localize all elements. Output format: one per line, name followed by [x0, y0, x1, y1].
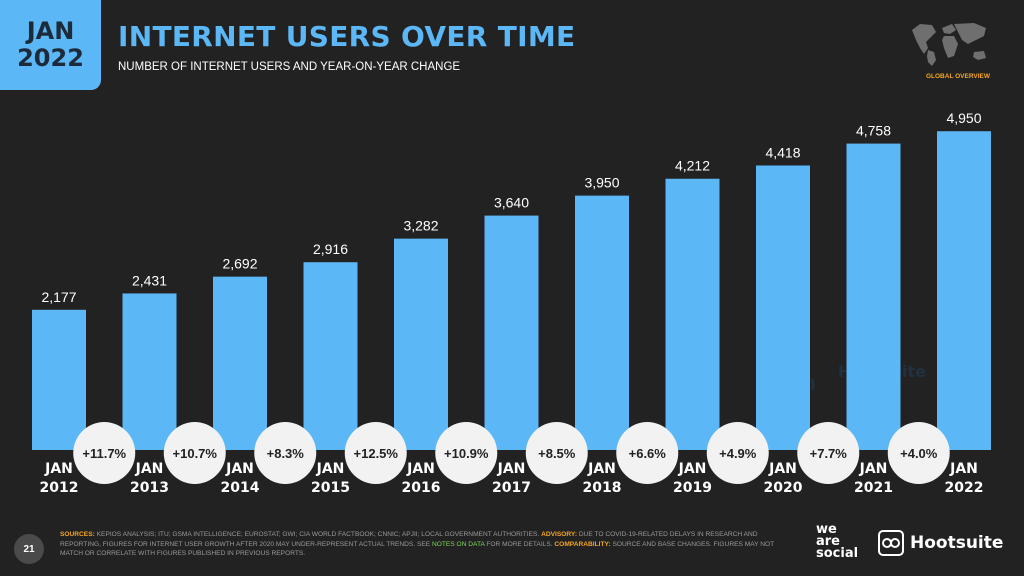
bar: [756, 165, 810, 450]
bar: [484, 215, 539, 450]
bar: [575, 195, 629, 450]
yoy-change-label: +11.7%: [82, 446, 126, 461]
x-tick-label-month: JAN: [587, 461, 616, 477]
x-tick-label-year: 2016: [402, 480, 441, 496]
yoy-change-badge: [887, 422, 950, 484]
yoy-change-label: +8.5%: [538, 446, 576, 461]
x-tick-label-month: JAN: [406, 461, 435, 477]
we-are-social-logo: we are social: [816, 522, 859, 561]
bar: [32, 309, 86, 450]
footer-notes: SOURCES: KEPIOS ANALYSIS; ITU; GSMA INTE…: [60, 530, 780, 559]
x-tick-label-month: JAN: [497, 461, 526, 477]
logo-are: are: [816, 534, 841, 549]
bar-value-label: 2,916: [313, 241, 348, 257]
bar-value-label: 3,640: [494, 195, 529, 211]
x-tick-label-year: 2022: [945, 480, 984, 496]
bar-chart: 2,177 JAN 2012 2,431 JAN 2013 2,692 JAN 2014 2,91…: [32, 110, 991, 496]
x-tick-label-month: JAN: [316, 461, 345, 477]
yoy-change-badge: [254, 422, 317, 484]
bar-value-label: 4,758: [856, 123, 891, 139]
bar-value-label: 4,212: [675, 158, 710, 174]
bar-value-label: 4,950: [946, 110, 981, 126]
logo-we: we: [816, 522, 837, 537]
yoy-change-label: +4.9%: [719, 446, 757, 461]
x-tick-label-month: JAN: [135, 461, 164, 477]
logo-social: social: [816, 546, 859, 561]
bar: [394, 238, 448, 450]
bar: [665, 178, 720, 450]
world-map-icon: [912, 23, 986, 66]
notes-on-data-link[interactable]: NOTES ON DATA: [432, 540, 485, 548]
x-tick-label-month: JAN: [225, 461, 254, 477]
x-tick-label-month: JAN: [44, 461, 73, 477]
x-tick-label-year: 2017: [492, 480, 531, 496]
x-tick-label-year: 2015: [311, 480, 350, 496]
x-tick-label-year: 2019: [673, 480, 712, 496]
yoy-change-badge: [435, 422, 498, 484]
x-tick-label-year: 2018: [583, 480, 622, 496]
date-year: 2022: [17, 44, 84, 72]
bar: [303, 262, 358, 450]
bar-value-label: 2,692: [222, 256, 257, 272]
x-tick-label-month: JAN: [768, 461, 797, 477]
page-number: 21: [14, 534, 44, 564]
yoy-change-badge: [344, 422, 407, 484]
bar: [122, 293, 177, 450]
advisory-text-b: FOR MORE DETAILS.: [486, 540, 553, 548]
yoy-change-label: +10.7%: [173, 446, 218, 461]
page-subtitle: NUMBER OF INTERNET USERS AND YEAR-ON-YEA…: [118, 61, 461, 73]
section-label: GLOBAL OVERVIEW: [925, 73, 991, 80]
bar-value-label: 4,418: [765, 144, 800, 160]
advisory-label: ADVISORY:: [541, 531, 578, 538]
date-badge: JAN 2022: [0, 0, 101, 90]
yoy-change-label: +10.9%: [444, 446, 489, 461]
x-tick-label-month: JAN: [949, 461, 978, 477]
page-title: INTERNET USERS OVER TIME: [118, 20, 576, 53]
yoy-change-badge: [525, 422, 588, 484]
hootsuite-logo: Hootsuite: [878, 530, 1003, 556]
yoy-change-badge: [616, 422, 679, 484]
bar: [937, 131, 991, 450]
comparability-label: COMPARABILITY:: [554, 540, 611, 548]
hootsuite-wordmark: Hootsuite: [910, 533, 1004, 553]
date-month: JAN: [26, 17, 75, 45]
yoy-change-badge: [797, 422, 860, 484]
yoy-change-label: +6.6%: [629, 446, 667, 461]
x-tick-label-year: 2020: [764, 480, 803, 496]
x-tick-label-month: JAN: [678, 461, 707, 477]
sources-label: SOURCES:: [60, 531, 95, 538]
owl-icon: [878, 530, 904, 556]
advisory-text-a: DUE TO COVID-19-RELATED DELAYS IN RESEAR…: [60, 531, 758, 548]
yoy-change-label: +8.3%: [267, 446, 305, 461]
comparability-text: SOURCE AND BASE CHANGES. FIGURES MAY NOT…: [60, 540, 775, 558]
yoy-change-label: +4.0%: [900, 446, 938, 461]
sources-text: KEPIOS ANALYSIS; ITU; GSMA INTELLIGENCE;…: [96, 531, 540, 538]
yoy-change-label: +7.7%: [810, 446, 848, 461]
bar-value-label: 2,177: [41, 289, 76, 305]
yoy-change-badge: [706, 422, 769, 484]
yoy-change-badge: [163, 422, 226, 484]
bar-value-label: 3,282: [403, 218, 438, 234]
x-tick-label-year: 2012: [40, 480, 79, 496]
bar: [846, 143, 901, 450]
x-tick-label-year: 2013: [130, 480, 169, 496]
bar-value-label: 2,431: [132, 272, 167, 288]
x-tick-label-month: JAN: [859, 461, 888, 477]
x-tick-label-year: 2014: [221, 480, 260, 496]
yoy-change-badge: [73, 422, 136, 484]
bar-value-label: 3,950: [584, 175, 619, 191]
yoy-change-label: +12.5%: [354, 446, 399, 461]
bar: [213, 276, 267, 450]
x-tick-label-year: 2021: [854, 480, 893, 496]
